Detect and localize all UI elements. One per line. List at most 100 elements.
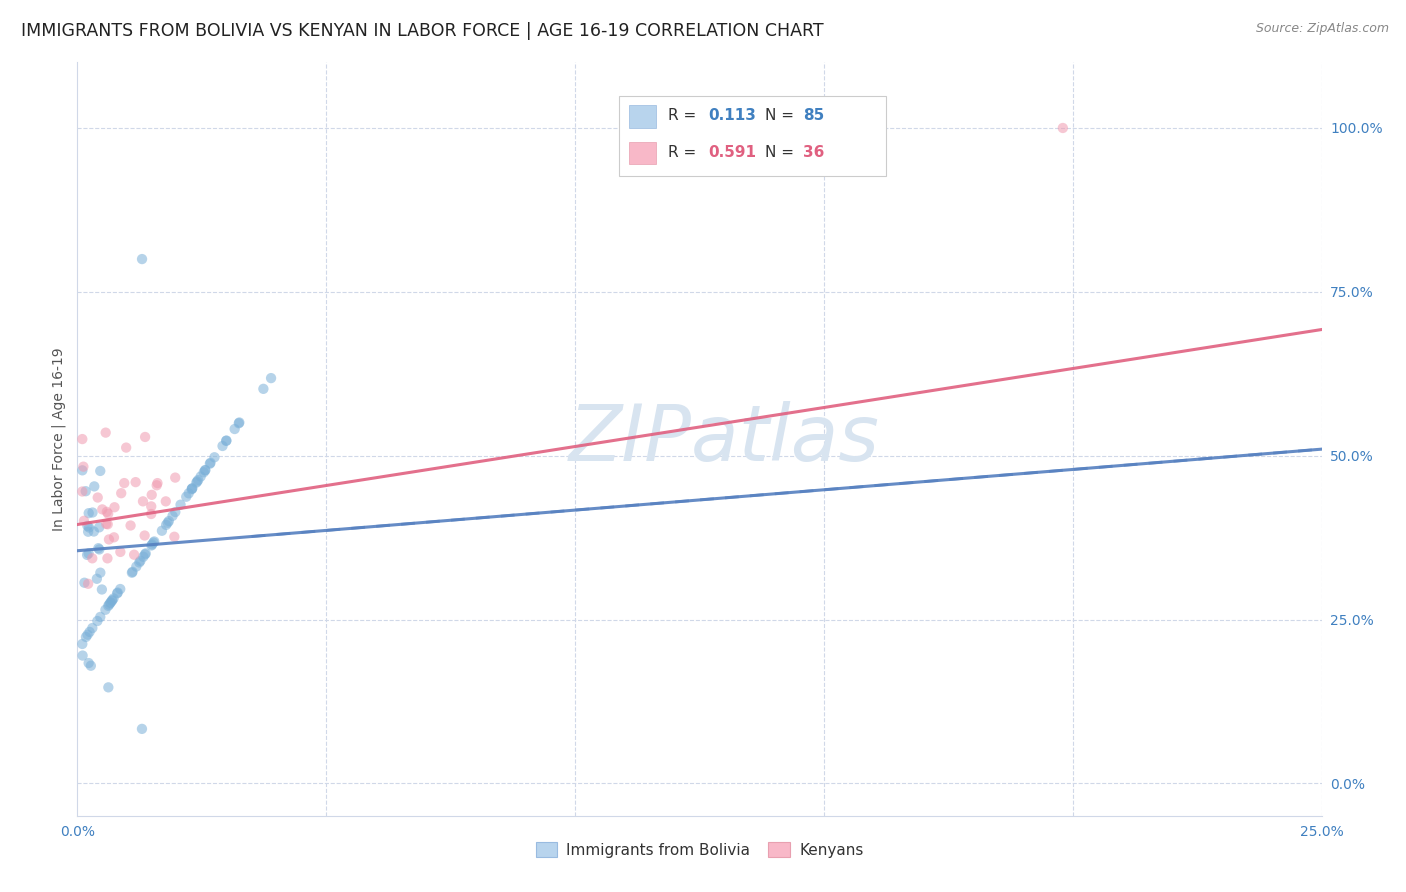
Text: 0.591: 0.591 — [709, 145, 756, 160]
Point — [110, 582, 132, 596]
Point — [77, 576, 100, 591]
Point — [89, 542, 111, 557]
Y-axis label: In Labor Force | Age 16-19: In Labor Force | Age 16-19 — [52, 348, 66, 531]
Point — [103, 530, 125, 544]
Point — [89, 520, 111, 534]
Point — [194, 463, 217, 477]
Point — [132, 549, 155, 564]
Point — [77, 546, 100, 560]
Point — [141, 507, 163, 521]
Text: ZIPatlas: ZIPatlas — [569, 401, 880, 477]
Point — [115, 441, 138, 455]
Point — [76, 628, 98, 642]
Point — [128, 556, 150, 570]
Point — [107, 585, 129, 599]
Point — [121, 565, 143, 579]
Point — [169, 498, 191, 512]
Point — [97, 533, 120, 547]
Point — [142, 535, 165, 549]
Point — [150, 524, 173, 538]
Point — [215, 434, 238, 448]
Point — [186, 475, 208, 490]
Point — [156, 516, 179, 530]
Point — [121, 566, 143, 580]
Point — [135, 546, 157, 560]
Point — [72, 484, 94, 499]
Point — [72, 459, 94, 474]
Point — [77, 656, 100, 670]
Point — [75, 630, 97, 644]
Point — [155, 494, 177, 508]
Point — [112, 476, 135, 491]
Text: R =: R = — [668, 109, 702, 123]
Point — [200, 456, 222, 470]
Point — [96, 505, 118, 519]
Point — [73, 514, 96, 528]
Point — [83, 524, 105, 539]
Point — [73, 575, 96, 590]
Text: Source: ZipAtlas.com: Source: ZipAtlas.com — [1256, 22, 1389, 36]
Point — [145, 478, 167, 492]
Point — [101, 593, 124, 607]
Point — [124, 475, 146, 490]
Point — [80, 658, 103, 673]
Point — [163, 530, 186, 544]
FancyBboxPatch shape — [619, 96, 886, 176]
Point — [224, 422, 246, 436]
Point — [120, 518, 142, 533]
Point — [75, 484, 97, 499]
Point — [98, 598, 121, 612]
Point — [77, 520, 100, 534]
Point — [131, 722, 153, 736]
Point — [211, 439, 233, 453]
Point — [141, 500, 163, 514]
Point — [89, 610, 111, 624]
Point — [103, 500, 125, 515]
Point — [72, 432, 94, 446]
Point — [181, 482, 204, 496]
Point — [141, 537, 163, 551]
Point — [94, 425, 117, 440]
Point — [86, 614, 108, 628]
Point — [101, 593, 124, 607]
Point — [97, 681, 120, 695]
Point — [83, 479, 105, 493]
Point — [134, 548, 156, 562]
Point — [100, 595, 122, 609]
Point — [204, 450, 226, 465]
Text: 0.113: 0.113 — [709, 109, 756, 123]
Point — [187, 473, 209, 487]
Point — [180, 483, 202, 497]
Point — [165, 505, 187, 519]
Point — [129, 554, 152, 568]
Point — [194, 463, 217, 477]
Point — [193, 465, 215, 479]
Point — [162, 508, 184, 523]
Point — [155, 517, 177, 532]
Text: R =: R = — [668, 145, 702, 160]
FancyBboxPatch shape — [628, 105, 657, 128]
Point — [87, 541, 110, 556]
Point — [125, 559, 148, 574]
Point — [97, 517, 120, 532]
Point — [96, 516, 118, 531]
Point — [86, 491, 108, 505]
Point — [110, 486, 132, 500]
Point — [134, 528, 156, 542]
Text: N =: N = — [765, 109, 799, 123]
Point — [103, 591, 125, 606]
Point — [97, 599, 120, 613]
Point — [91, 502, 114, 516]
Point — [122, 548, 145, 562]
Point — [79, 624, 101, 639]
Point — [228, 416, 250, 430]
Point — [98, 596, 121, 610]
Point — [89, 566, 111, 580]
Point — [186, 475, 208, 489]
Point — [165, 470, 187, 484]
Point — [141, 539, 163, 553]
Legend: Immigrants from Bolivia, Kenyans: Immigrants from Bolivia, Kenyans — [536, 841, 863, 857]
Point — [181, 482, 204, 496]
Point — [105, 586, 128, 600]
Point — [94, 603, 117, 617]
